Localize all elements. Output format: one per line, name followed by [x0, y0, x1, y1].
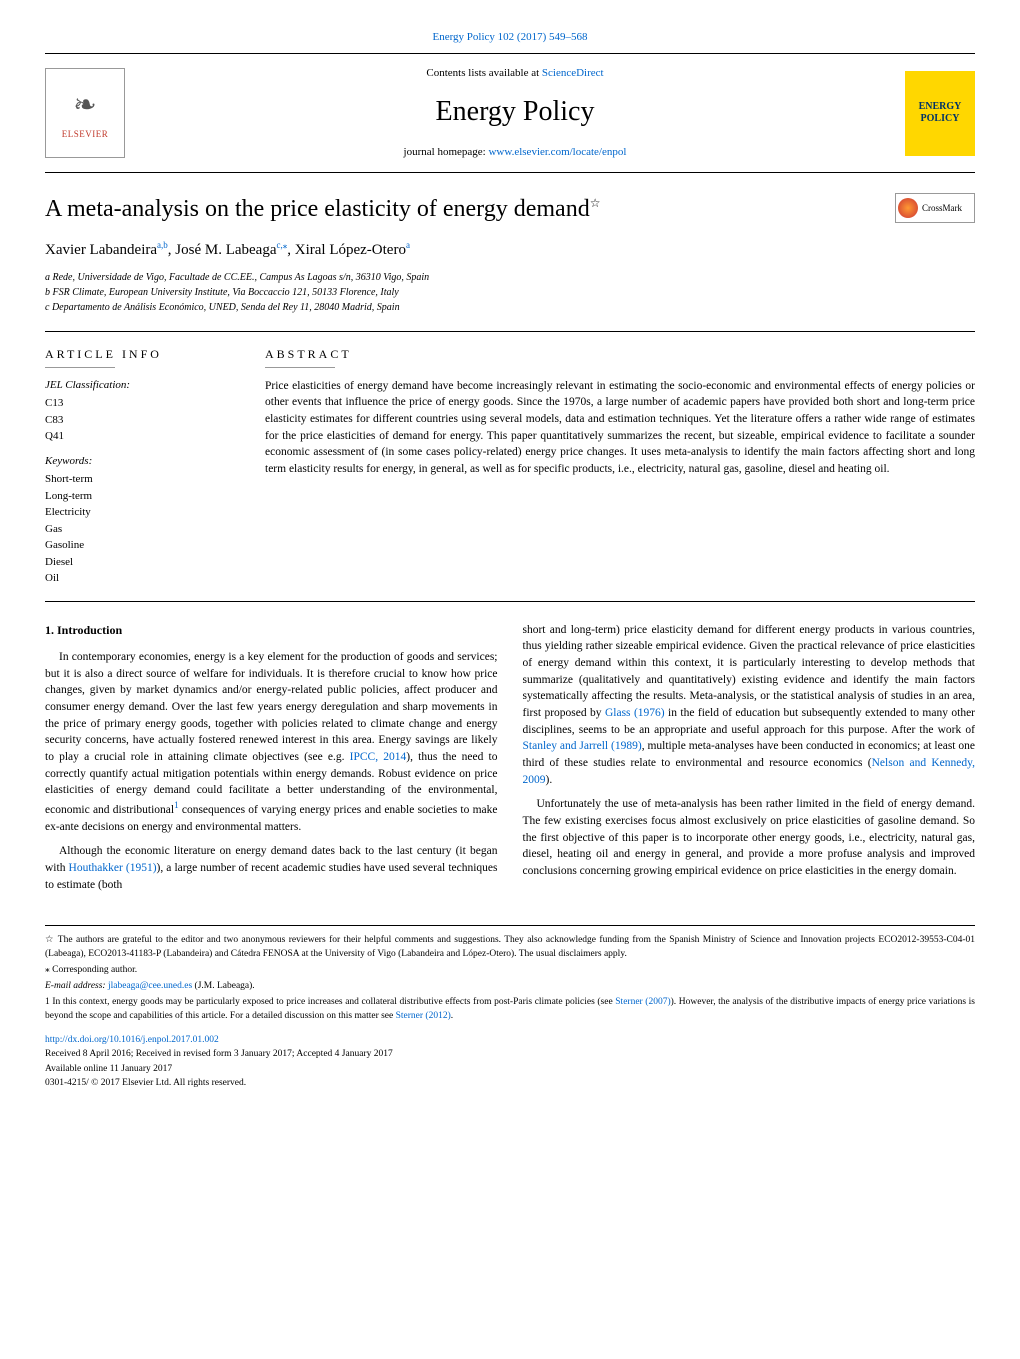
email-label: E-mail address:	[45, 981, 108, 991]
crossmark-label: CrossMark	[922, 202, 962, 215]
crossmark-badge[interactable]: CrossMark	[895, 193, 975, 223]
contents-line: Contents lists available at ScienceDirec…	[125, 66, 905, 81]
affiliation-a: a Rede, Universidade de Vigo, Facultade …	[45, 271, 975, 285]
corr-text: Corresponding author.	[50, 965, 137, 975]
received-line: Received 8 April 2016; Received in revis…	[45, 1047, 975, 1061]
jel-code: Q41	[45, 428, 225, 445]
ref-houthakker[interactable]: Houthakker (1951)	[69, 862, 157, 874]
article-info-rule	[45, 367, 115, 368]
keywords-block: Keywords: Short-term Long-term Electrici…	[45, 453, 225, 587]
keywords-label: Keywords:	[45, 453, 225, 470]
intro-p4: Unfortunately the use of meta-analysis h…	[523, 796, 976, 879]
contents-prefix: Contents lists available at	[426, 67, 541, 79]
footnote-corresponding: ⁎ Corresponding author.	[45, 964, 975, 977]
ref-stanley-jarrell[interactable]: Stanley and Jarrell (1989)	[523, 740, 642, 752]
homepage-link[interactable]: www.elsevier.com/locate/enpol	[488, 146, 626, 158]
header-center: Contents lists available at ScienceDirec…	[125, 66, 905, 160]
p3-text-d: ).	[546, 774, 553, 786]
email-link[interactable]: jlabeaga@cee.uned.es	[108, 981, 192, 991]
right-column: short and long-term) price elasticity de…	[523, 622, 976, 902]
abstract-rule	[265, 367, 335, 368]
author-2: , José M. Labeaga	[168, 242, 277, 258]
intro-p3: short and long-term) price elasticity de…	[523, 622, 976, 789]
doi-link[interactable]: http://dx.doi.org/10.1016/j.enpol.2017.0…	[45, 1035, 219, 1045]
info-abstract-row: ARTICLE INFO JEL Classification: C13 C83…	[45, 331, 975, 602]
title-row: A meta-analysis on the price elasticity …	[45, 193, 975, 227]
keyword: Short-term	[45, 471, 225, 488]
top-journal-ref: Energy Policy 102 (2017) 549–568	[45, 30, 975, 45]
title-footnote-marker: ☆	[590, 196, 601, 210]
jel-code: C13	[45, 395, 225, 412]
keyword: Electricity	[45, 504, 225, 521]
jel-codes: C13 C83 Q41	[45, 395, 225, 445]
jel-label: JEL Classification:	[45, 378, 225, 393]
keyword: Gasoline	[45, 537, 225, 554]
elsevier-tree-icon: ❧	[73, 86, 96, 125]
available-line: Available online 11 January 2017	[45, 1062, 975, 1076]
keyword: Gas	[45, 521, 225, 538]
footnote-email: E-mail address: jlabeaga@cee.uned.es (J.…	[45, 980, 975, 993]
author-1-affil[interactable]: a,b	[157, 240, 168, 250]
abstract-heading: ABSTRACT	[265, 346, 975, 363]
affiliation-c: c Departamento de Análisis Económico, UN…	[45, 301, 975, 315]
footnote-star: ☆ The authors are grateful to the editor…	[45, 934, 975, 961]
article-info-heading: ARTICLE INFO	[45, 346, 225, 363]
article-title: A meta-analysis on the price elasticity …	[45, 193, 875, 227]
elsevier-label: ELSEVIER	[62, 128, 109, 141]
homepage-line: journal homepage: www.elsevier.com/locat…	[125, 145, 905, 160]
ref-glass[interactable]: Glass (1976)	[605, 707, 665, 719]
crossmark-icon	[898, 198, 918, 218]
elsevier-logo: ❧ ELSEVIER	[45, 68, 125, 158]
journal-ref-link[interactable]: Energy Policy 102 (2017) 549–568	[432, 31, 587, 43]
keyword: Oil	[45, 570, 225, 587]
p3-text-a: short and long-term) price elasticity de…	[523, 624, 976, 719]
title-text: A meta-analysis on the price elasticity …	[45, 196, 590, 222]
energy-policy-badge: ENERGY POLICY	[905, 71, 975, 156]
ref-ipcc[interactable]: IPCC, 2014	[350, 751, 407, 763]
main-content: 1. Introduction In contemporary economie…	[45, 622, 975, 902]
fn1-text-a: 1 In this context, energy goods may be p…	[45, 997, 615, 1007]
authors-line: Xavier Labandeiraa,b, José M. Labeagac,⁎…	[45, 239, 975, 261]
ref-sterner-2012[interactable]: Sterner (2012)	[396, 1011, 451, 1021]
keyword: Diesel	[45, 554, 225, 571]
homepage-prefix: journal homepage:	[404, 146, 489, 158]
affiliation-b: b FSR Climate, European University Insti…	[45, 286, 975, 300]
p1-text-a: In contemporary economies, energy is a k…	[45, 651, 498, 763]
abstract-section: ABSTRACT Price elasticities of energy de…	[245, 346, 975, 587]
issn-line: 0301-4215/ © 2017 Elsevier Ltd. All righ…	[45, 1076, 975, 1090]
keyword: Long-term	[45, 488, 225, 505]
article-info: ARTICLE INFO JEL Classification: C13 C83…	[45, 346, 245, 587]
ref-sterner-2007[interactable]: Sterner (2007)	[615, 997, 670, 1007]
jel-code: C83	[45, 412, 225, 429]
author-3-affil[interactable]: a	[406, 240, 410, 250]
abstract-text: Price elasticities of energy demand have…	[265, 378, 975, 478]
footnotes: ☆ The authors are grateful to the editor…	[45, 925, 975, 1023]
intro-p1: In contemporary economies, energy is a k…	[45, 649, 498, 835]
email-suffix: (J.M. Labeaga).	[192, 981, 255, 991]
author-3: , Xiral López-Otero	[287, 242, 406, 258]
left-column: 1. Introduction In contemporary economie…	[45, 622, 498, 902]
affiliations: a Rede, Universidade de Vigo, Facultade …	[45, 271, 975, 315]
author-1: Xavier Labandeira	[45, 242, 157, 258]
fn1-text-c: .	[451, 1011, 453, 1021]
journal-title: Energy Policy	[125, 92, 905, 131]
intro-p2: Although the economic literature on ener…	[45, 843, 498, 893]
intro-heading: 1. Introduction	[45, 622, 498, 639]
journal-header: ❧ ELSEVIER Contents lists available at S…	[45, 53, 975, 173]
sciencedirect-link[interactable]: ScienceDirect	[542, 67, 604, 79]
footnote-1: 1 In this context, energy goods may be p…	[45, 996, 975, 1023]
footer-info: http://dx.doi.org/10.1016/j.enpol.2017.0…	[45, 1033, 975, 1090]
